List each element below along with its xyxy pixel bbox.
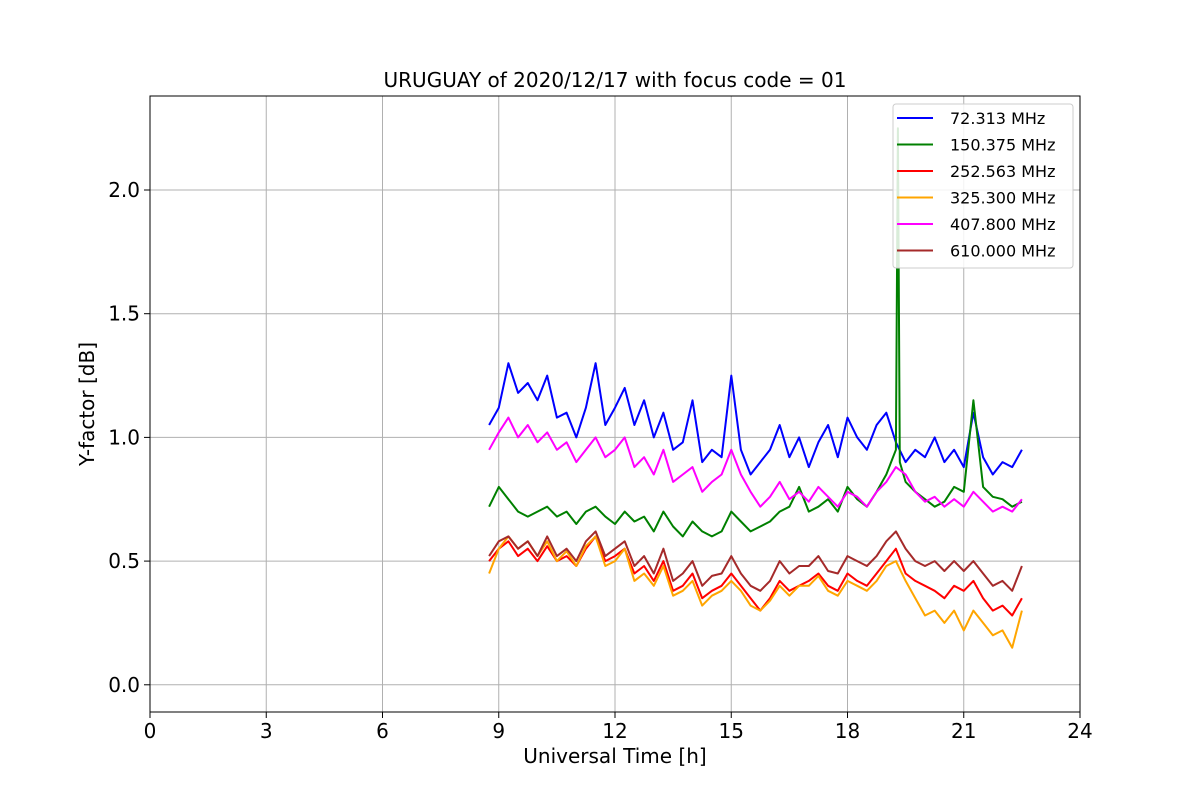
- chart-title: URUGUAY of 2020/12/17 with focus code = …: [384, 68, 847, 92]
- series-line-4: [488, 535, 1023, 649]
- x-tick-label: 6: [376, 719, 389, 743]
- axis-ticks: 0 3 6 9 12 15 18 21 24 0.0 0.5 1.0 1.5 2.0: [108, 178, 1093, 743]
- series-line-1: [488, 362, 1023, 476]
- legend-label: 325.300 MHz: [950, 189, 1055, 208]
- x-tick-label: 21: [951, 719, 976, 743]
- legend-label: 610.000 MHz: [950, 242, 1055, 261]
- y-axis-label: Y-factor [dB]: [75, 342, 99, 467]
- legend-label: 252.563 MHz: [950, 162, 1055, 181]
- x-tick-label: 24: [1067, 719, 1092, 743]
- y-tick-label: 1.0: [108, 425, 140, 449]
- x-tick-label: 15: [719, 719, 744, 743]
- y-tick-label: 0.0: [108, 673, 140, 697]
- y-tick-label: 0.5: [108, 549, 140, 573]
- legend: 72.313 MHz 150.375 MHz 252.563 MHz 325.300 …: [892, 103, 1074, 269]
- x-tick-label: 12: [602, 719, 627, 743]
- x-axis-label: Universal Time [h]: [523, 744, 706, 768]
- legend-label: 150.375 MHz: [950, 136, 1055, 155]
- legend-box: [892, 103, 1074, 269]
- series-line-2: [488, 127, 1023, 538]
- x-tick-label: 18: [835, 719, 860, 743]
- y-tick-label: 2.0: [108, 178, 140, 202]
- legend-label: 407.800 MHz: [950, 215, 1055, 234]
- series-line-6: [488, 530, 1023, 592]
- x-tick-label: 3: [260, 719, 273, 743]
- data-series: [488, 127, 1023, 649]
- legend-label: 72.313 MHz: [950, 109, 1045, 128]
- series-line-5: [488, 416, 1023, 513]
- x-tick-label: 9: [492, 719, 505, 743]
- x-tick-label: 0: [144, 719, 157, 743]
- y-tick-label: 1.5: [108, 302, 140, 326]
